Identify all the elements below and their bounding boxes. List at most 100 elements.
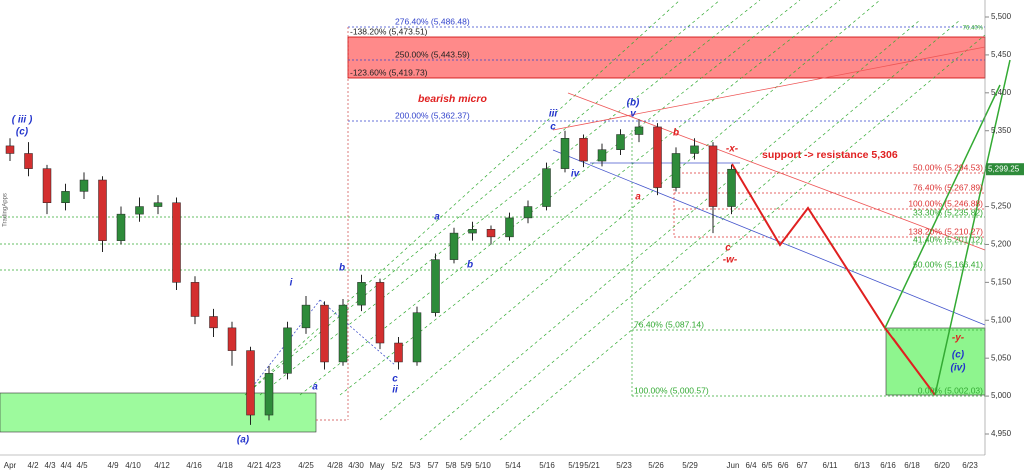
x-tick-label: 5/29 [682,461,698,470]
wave-label: c [392,374,398,385]
x-tick-label: 5/21 [584,461,600,470]
candle-body [394,342,403,363]
candle-body [153,202,163,207]
candle-body [172,202,181,283]
x-tick-label: 4/5 [76,461,88,470]
x-tick-label: 6/13 [854,461,870,470]
candle-body [431,259,440,313]
x-tick-label: Jun [727,461,740,470]
candle-body [560,138,570,169]
candle-body [634,126,644,135]
x-tick-label: 5/14 [505,461,521,470]
wave-label: bearish micro [418,93,487,105]
fib-label: 100.00% (5,000.57) [634,385,709,395]
x-tick-label: 6/11 [823,461,839,470]
candle-body [301,304,311,329]
x-tick-label: 4/4 [60,461,72,470]
candle-body [320,304,329,363]
x-tick-label: 5/2 [391,461,403,470]
wave-label: ( iii ) [12,115,33,126]
wave-label: -x- [726,144,739,155]
candle-body [597,149,607,162]
candle-body [116,213,126,241]
x-tick-label: Apr [4,461,17,470]
candle-body [449,232,459,260]
x-tick-label: 4/16 [186,461,202,470]
candle-body [209,316,218,329]
y-tick-label: 5,250 [991,202,1012,211]
last-price-label: 5,299.25 [988,164,1020,173]
candle-body [190,282,200,317]
candle-body [523,206,533,219]
y-tick-label: 5,400 [991,88,1012,97]
x-tick-label: 6/23 [962,461,978,470]
x-tick-label: 6/20 [934,461,950,470]
x-tick-label: 5/26 [648,461,664,470]
fib-label: -138.20% (5,473.51) [350,26,428,36]
y-tick-label: 5,100 [991,315,1012,324]
candle-body [671,153,681,188]
x-tick-label: 4/9 [107,461,119,470]
x-tick-label: 5/10 [475,461,491,470]
wave-label: v [630,109,637,120]
candle-body [283,327,292,374]
candle-body [5,145,15,154]
x-tick-label: 4/2 [27,461,39,470]
x-tick-label: 6/18 [904,461,920,470]
y-tick-label: 5,050 [991,353,1012,362]
x-tick-label: 4/12 [154,461,170,470]
fib-label: 41.40% (5,201.12) [913,234,983,244]
x-tick-label: 4/3 [44,461,56,470]
candle-body [98,179,107,241]
candle-body [468,229,477,234]
x-tick-label: 6/5 [761,461,773,470]
wave-label: iii [549,109,558,120]
candle-body [357,282,366,306]
x-tick-label: 4/25 [298,461,314,470]
candle-body [653,126,662,188]
wave-label: a [635,192,641,203]
wave-label: (a) [237,435,250,446]
projection-up [884,84,1001,329]
x-tick-label: 5/23 [616,461,632,470]
x-tick-label: 4/23 [265,461,281,470]
resistance-zone [347,36,986,79]
candle-body [616,134,625,150]
fib-label: 200.00% (5,362.37) [395,110,470,120]
candle-body [505,217,514,238]
candle-body [246,350,255,416]
wave-label: b [339,263,345,274]
x-tick-label: 6/4 [745,461,757,470]
candle-body [227,327,237,351]
x-tick-label: 4/18 [217,461,233,470]
x-tick-label: May [369,461,384,470]
candle-body [690,145,699,154]
watermark: TradingApps [3,193,9,227]
candle-body [708,145,718,207]
wave-label: (iv) [951,363,967,374]
wave-label: -w- [723,255,738,266]
fib-label: 76.40% [963,26,984,32]
fib-label: 50.00% (5,294.53) [913,162,983,172]
support-zone [0,392,317,433]
y-tick-label: 5,450 [991,50,1012,59]
fib-label: 76.40% (5,267.89) [913,182,983,192]
candle-body [375,282,385,344]
candle-body [61,191,70,204]
candle-body [486,229,496,238]
wave-label: a [434,212,440,223]
x-tick-label: 4/28 [327,461,343,470]
last-price-box [986,163,1024,176]
wave-label: (b) [627,98,640,109]
wave-label: (c) [16,127,29,138]
x-tick-label: 6/7 [796,461,808,470]
candle-body [338,304,348,363]
candle-body [24,153,33,169]
projection-arrow [892,337,936,396]
fib-label: -123.60% (5,419.73) [350,67,428,77]
candle-body [264,373,274,416]
y-tick-label: 5,350 [991,126,1012,135]
x-tick-label: 5/7 [427,461,439,470]
x-tick-label: 5/9 [460,461,472,470]
